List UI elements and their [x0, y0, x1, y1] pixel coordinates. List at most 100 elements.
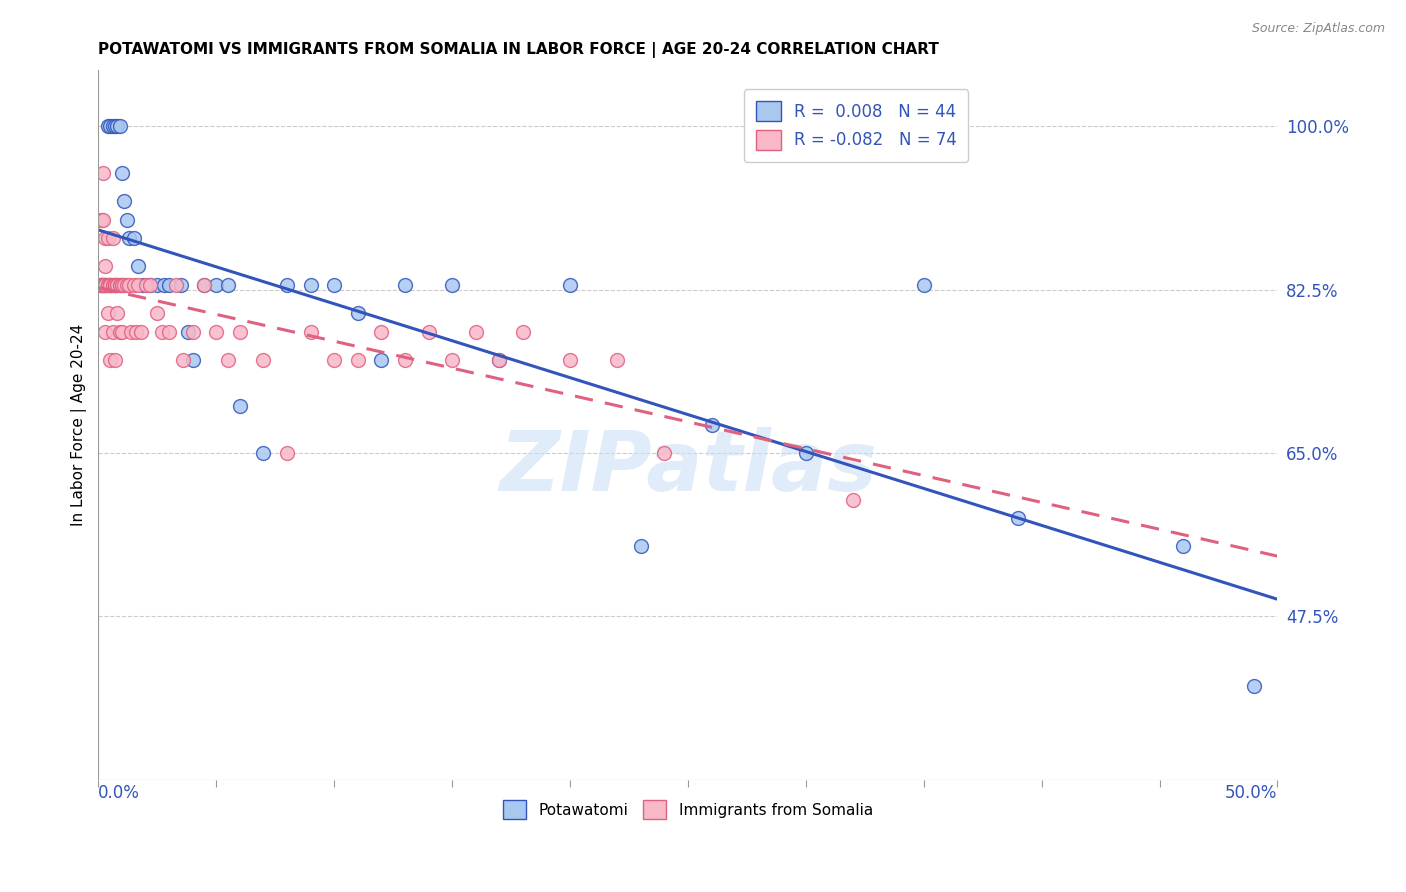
Point — [118, 231, 141, 245]
Text: Source: ZipAtlas.com: Source: ZipAtlas.com — [1251, 22, 1385, 36]
Point — [794, 446, 817, 460]
Text: 0.0%: 0.0% — [98, 784, 141, 802]
Point — [346, 352, 368, 367]
Text: ZIPatlas: ZIPatlas — [499, 427, 877, 508]
Point — [104, 352, 127, 367]
Point — [91, 278, 114, 293]
Point — [98, 352, 121, 367]
Point — [90, 278, 112, 293]
Point — [172, 352, 194, 367]
Point — [97, 278, 120, 293]
Point — [177, 325, 200, 339]
Point — [101, 278, 124, 293]
Point — [139, 278, 162, 293]
Point — [630, 539, 652, 553]
Point — [394, 352, 416, 367]
Point — [105, 278, 128, 293]
Text: POTAWATOMI VS IMMIGRANTS FROM SOMALIA IN LABOR FORCE | AGE 20-24 CORRELATION CHA: POTAWATOMI VS IMMIGRANTS FROM SOMALIA IN… — [98, 42, 939, 58]
Point — [181, 352, 204, 367]
Point — [217, 278, 239, 293]
Legend: Potawatomi, Immigrants from Somalia: Potawatomi, Immigrants from Somalia — [496, 794, 879, 825]
Point — [150, 325, 173, 339]
Point — [91, 278, 114, 293]
Point — [512, 325, 534, 339]
Point — [146, 306, 169, 320]
Point — [299, 325, 322, 339]
Point — [205, 325, 228, 339]
Point — [115, 212, 138, 227]
Point — [252, 352, 274, 367]
Point — [654, 446, 676, 460]
Point — [91, 166, 114, 180]
Point — [193, 278, 215, 293]
Point — [111, 278, 134, 293]
Point — [165, 278, 187, 293]
Point — [90, 212, 112, 227]
Point — [370, 325, 392, 339]
Point — [98, 278, 121, 293]
Point — [94, 260, 117, 274]
Point — [125, 325, 148, 339]
Point — [606, 352, 628, 367]
Point — [111, 166, 134, 180]
Point — [104, 278, 127, 293]
Point — [90, 278, 112, 293]
Point — [97, 306, 120, 320]
Point — [122, 231, 145, 245]
Point — [323, 278, 346, 293]
Point — [101, 231, 124, 245]
Point — [558, 278, 581, 293]
Point — [104, 120, 127, 134]
Point — [122, 278, 145, 293]
Point — [91, 212, 114, 227]
Point — [97, 120, 120, 134]
Point — [94, 325, 117, 339]
Point — [146, 278, 169, 293]
Point — [441, 278, 464, 293]
Point — [134, 278, 156, 293]
Point — [299, 278, 322, 293]
Point — [252, 446, 274, 460]
Point — [111, 325, 134, 339]
Point — [108, 325, 131, 339]
Point — [229, 400, 252, 414]
Point — [276, 278, 298, 293]
Point — [90, 278, 112, 293]
Point — [323, 352, 346, 367]
Point — [104, 278, 127, 293]
Point — [912, 278, 935, 293]
Point — [98, 278, 121, 293]
Y-axis label: In Labor Force | Age 20-24: In Labor Force | Age 20-24 — [72, 324, 87, 526]
Point — [112, 278, 135, 293]
Point — [127, 278, 149, 293]
Point — [558, 352, 581, 367]
Point — [157, 325, 180, 339]
Point — [101, 325, 124, 339]
Point — [120, 325, 142, 339]
Point — [98, 120, 121, 134]
Point — [276, 446, 298, 460]
Point — [153, 278, 176, 293]
Point — [105, 278, 128, 293]
Point — [157, 278, 180, 293]
Point — [193, 278, 215, 293]
Point — [94, 278, 117, 293]
Point — [488, 352, 510, 367]
Point — [346, 306, 368, 320]
Point — [98, 278, 121, 293]
Point — [101, 278, 124, 293]
Point — [205, 278, 228, 293]
Point — [464, 325, 486, 339]
Text: 50.0%: 50.0% — [1225, 784, 1278, 802]
Point — [105, 306, 128, 320]
Point — [94, 278, 117, 293]
Point — [129, 325, 152, 339]
Point — [108, 120, 131, 134]
Point — [139, 278, 162, 293]
Point — [108, 278, 131, 293]
Point — [97, 278, 120, 293]
Point — [842, 492, 865, 507]
Point — [181, 325, 204, 339]
Point — [112, 194, 135, 208]
Point — [418, 325, 440, 339]
